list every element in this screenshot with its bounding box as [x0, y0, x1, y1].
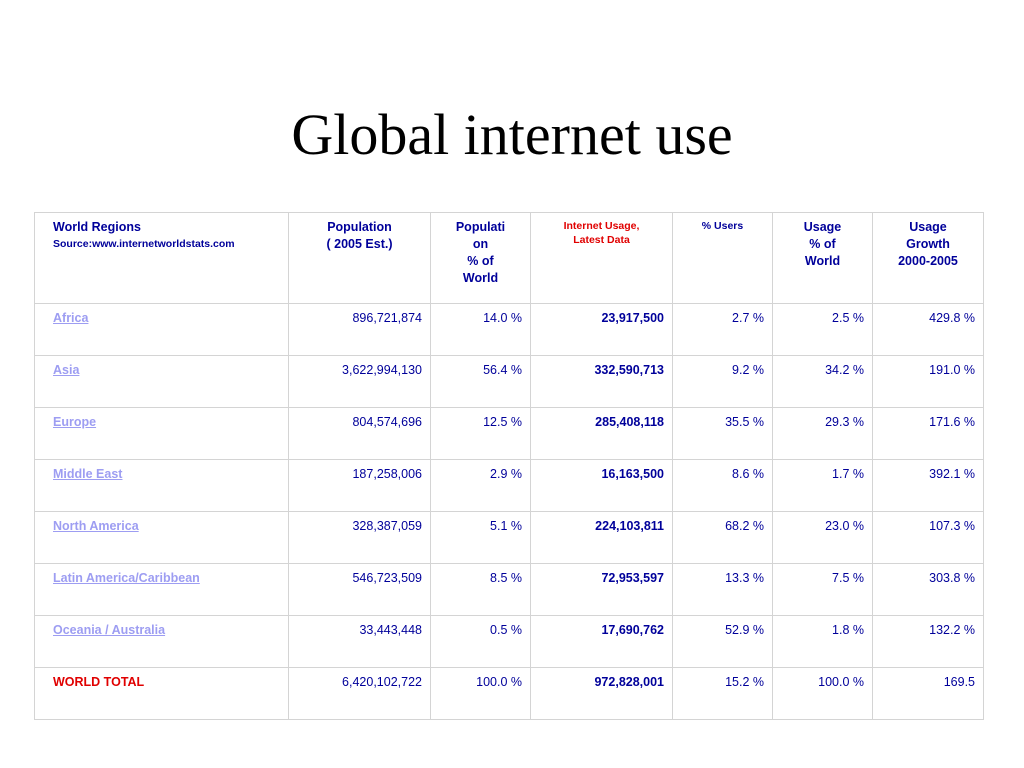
header-pop-pct-line: Populati — [455, 220, 506, 234]
usage-pct-cell: 1.7 % — [772, 459, 873, 512]
usage-growth-cell: 132.2 % — [872, 615, 984, 668]
usage-growth-cell: 191.0 % — [872, 355, 984, 408]
population-pct-cell: 0.5 % — [430, 615, 531, 668]
users-pct-cell: 35.5 % — [672, 407, 773, 460]
population-pct-cell: 56.4 % — [430, 355, 531, 408]
table-row: Oceania / Australia 33,443,448 0.5 % 17,… — [34, 615, 984, 668]
region-link-europe[interactable]: Europe — [53, 415, 97, 429]
users-pct-cell: 52.9 % — [672, 615, 773, 668]
population-pct-cell: 2.9 % — [430, 459, 531, 512]
header-population-pct: Populati on % of World — [430, 212, 531, 304]
usage-pct-cell: 29.3 % — [772, 407, 873, 460]
header-world-regions: World Regions Source:www.internetworldst… — [34, 212, 289, 304]
population-cell: 6,420,102,722 — [288, 667, 431, 720]
usage-pct-cell: 2.5 % — [772, 303, 873, 356]
region-cell: North America — [34, 511, 289, 564]
internet-usage-cell: 72,953,597 — [530, 563, 673, 616]
header-row: World Regions Source:www.internetworldst… — [34, 212, 984, 304]
region-cell: Asia — [34, 355, 289, 408]
usage-growth-cell: 107.3 % — [872, 511, 984, 564]
users-pct-cell: 9.2 % — [672, 355, 773, 408]
population-cell: 187,258,006 — [288, 459, 431, 512]
header-usage-growth: Usage Growth 2000-2005 — [872, 212, 984, 304]
region-cell: Oceania / Australia — [34, 615, 289, 668]
header-users-pct-label: % Users — [701, 220, 744, 232]
source-label: Source:www.internetworldstats.com — [53, 238, 235, 250]
header-usage-pct-line: Usage — [803, 220, 842, 234]
region-cell: Latin America/Caribbean — [34, 563, 289, 616]
region-link-north-america[interactable]: North America — [53, 519, 139, 533]
region-cell: Middle East — [34, 459, 289, 512]
table-row: Latin America/Caribbean 546,723,509 8.5 … — [34, 563, 984, 616]
table-row: Middle East 187,258,006 2.9 % 16,163,500… — [34, 459, 984, 512]
usage-pct-cell: 100.0 % — [772, 667, 873, 720]
world-total-row: WORLD TOTAL 6,420,102,722 100.0 % 972,82… — [34, 667, 984, 720]
table-row: North America 328,387,059 5.1 % 224,103,… — [34, 511, 984, 564]
users-pct-cell: 2.7 % — [672, 303, 773, 356]
usage-pct-cell: 23.0 % — [772, 511, 873, 564]
population-pct-cell: 100.0 % — [430, 667, 531, 720]
internet-usage-cell: 224,103,811 — [530, 511, 673, 564]
internet-usage-table: World Regions Source:www.internetworldst… — [34, 212, 984, 720]
header-population: Population ( 2005 Est.) — [288, 212, 431, 304]
internet-usage-cell: 332,590,713 — [530, 355, 673, 408]
usage-pct-cell: 1.8 % — [772, 615, 873, 668]
world-regions-label: World Regions — [53, 220, 141, 234]
internet-usage-cell: 972,828,001 — [530, 667, 673, 720]
region-link-latin-america-caribbean[interactable]: Latin America/Caribbean — [53, 571, 200, 585]
slide-title: Global internet use — [291, 102, 733, 167]
population-pct-cell: 12.5 % — [430, 407, 531, 460]
population-cell: 3,622,994,130 — [288, 355, 431, 408]
users-pct-cell: 68.2 % — [672, 511, 773, 564]
header-internet-usage: Internet Usage, Latest Data — [530, 212, 673, 304]
region-cell: Europe — [34, 407, 289, 460]
header-usage-pct: Usage % of World — [772, 212, 873, 304]
internet-usage-cell: 16,163,500 — [530, 459, 673, 512]
header-pop-pct-line: on — [472, 237, 489, 251]
header-population-line: Population — [327, 220, 392, 234]
usage-growth-cell: 303.8 % — [872, 563, 984, 616]
population-pct-cell: 5.1 % — [430, 511, 531, 564]
internet-usage-cell: 23,917,500 — [530, 303, 673, 356]
region-cell: Africa — [34, 303, 289, 356]
region-link-asia[interactable]: Asia — [53, 363, 80, 377]
usage-pct-cell: 7.5 % — [772, 563, 873, 616]
population-cell: 546,723,509 — [288, 563, 431, 616]
usage-growth-cell: 169.5 — [872, 667, 984, 720]
users-pct-cell: 13.3 % — [672, 563, 773, 616]
population-cell: 896,721,874 — [288, 303, 431, 356]
usage-pct-cell: 34.2 % — [772, 355, 873, 408]
world-total-label: WORLD TOTAL — [53, 675, 145, 689]
header-users-pct: % Users — [672, 212, 773, 304]
region-cell: WORLD TOTAL — [34, 667, 289, 720]
header-usage-line: Latest Data — [573, 234, 630, 246]
header-population-line: ( 2005 Est.) — [326, 237, 393, 251]
header-pop-pct-line: World — [462, 271, 499, 285]
population-pct-cell: 8.5 % — [430, 563, 531, 616]
usage-growth-cell: 429.8 % — [872, 303, 984, 356]
header-growth-line: 2000-2005 — [898, 254, 958, 268]
internet-usage-cell: 285,408,118 — [530, 407, 673, 460]
table-row: Europe 804,574,696 12.5 % 285,408,118 35… — [34, 407, 984, 460]
region-link-oceania-australia[interactable]: Oceania / Australia — [53, 623, 166, 637]
header-usage-line: Internet Usage, — [563, 220, 640, 232]
header-growth-line: Growth — [906, 237, 950, 251]
table-row: Asia 3,622,994,130 56.4 % 332,590,713 9.… — [34, 355, 984, 408]
header-usage-pct-line: % of — [809, 237, 836, 251]
usage-growth-cell: 171.6 % — [872, 407, 984, 460]
usage-growth-cell: 392.1 % — [872, 459, 984, 512]
population-cell: 804,574,696 — [288, 407, 431, 460]
population-cell: 33,443,448 — [288, 615, 431, 668]
population-pct-cell: 14.0 % — [430, 303, 531, 356]
header-pop-pct-line: % of — [467, 254, 494, 268]
users-pct-cell: 15.2 % — [672, 667, 773, 720]
header-growth-line: Usage — [909, 220, 947, 234]
population-cell: 328,387,059 — [288, 511, 431, 564]
region-link-africa[interactable]: Africa — [53, 311, 89, 325]
header-usage-pct-line: World — [804, 254, 841, 268]
users-pct-cell: 8.6 % — [672, 459, 773, 512]
internet-usage-cell: 17,690,762 — [530, 615, 673, 668]
region-link-middle-east[interactable]: Middle East — [53, 467, 123, 481]
table-row: Africa 896,721,874 14.0 % 23,917,500 2.7… — [34, 303, 984, 356]
